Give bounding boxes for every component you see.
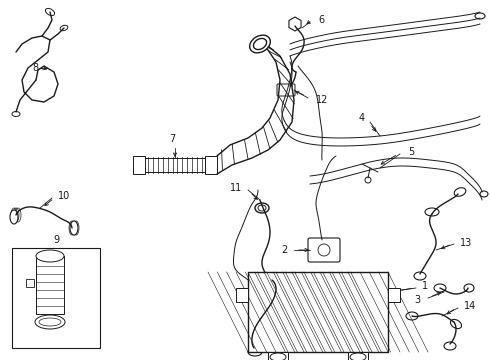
Bar (26, 279, 34, 287)
Bar (388, 288, 400, 302)
Ellipse shape (425, 208, 439, 216)
Ellipse shape (454, 188, 466, 196)
Ellipse shape (444, 342, 456, 350)
Text: 5: 5 (408, 147, 414, 157)
Ellipse shape (250, 35, 270, 53)
Text: 10: 10 (58, 191, 70, 201)
Text: 11: 11 (230, 183, 242, 193)
Ellipse shape (36, 250, 64, 262)
Text: 8: 8 (32, 63, 38, 73)
Bar (133, 156, 145, 174)
Bar (348, 352, 368, 360)
Ellipse shape (12, 112, 20, 117)
Ellipse shape (350, 353, 366, 360)
Ellipse shape (255, 203, 269, 213)
Text: 4: 4 (359, 113, 365, 123)
Text: 12: 12 (316, 95, 328, 105)
Ellipse shape (414, 272, 426, 280)
Text: 14: 14 (464, 301, 476, 311)
Bar (12, 248, 100, 348)
Ellipse shape (475, 13, 485, 19)
Ellipse shape (434, 284, 446, 292)
Ellipse shape (35, 315, 65, 329)
Ellipse shape (258, 205, 266, 211)
Circle shape (318, 244, 330, 256)
Ellipse shape (70, 221, 78, 235)
Text: 9: 9 (53, 235, 59, 245)
Ellipse shape (39, 318, 61, 326)
Text: 7: 7 (169, 134, 175, 144)
Text: 1: 1 (422, 281, 428, 291)
Ellipse shape (406, 312, 418, 320)
Text: 3: 3 (414, 295, 420, 305)
Text: 2: 2 (282, 245, 288, 255)
Ellipse shape (450, 319, 462, 329)
Ellipse shape (464, 284, 474, 292)
Bar (36, 256, 64, 314)
Text: 6: 6 (318, 15, 324, 25)
Bar (205, 156, 217, 174)
FancyBboxPatch shape (308, 238, 340, 262)
Ellipse shape (10, 210, 18, 224)
Bar (268, 352, 288, 360)
Ellipse shape (46, 8, 54, 15)
Bar (236, 288, 248, 302)
Text: 13: 13 (460, 238, 472, 248)
FancyBboxPatch shape (277, 84, 295, 96)
Ellipse shape (248, 348, 262, 356)
Bar (248, 272, 388, 352)
Ellipse shape (253, 39, 267, 50)
Ellipse shape (270, 353, 286, 360)
Circle shape (365, 177, 371, 183)
Ellipse shape (480, 191, 488, 197)
Ellipse shape (60, 25, 68, 31)
